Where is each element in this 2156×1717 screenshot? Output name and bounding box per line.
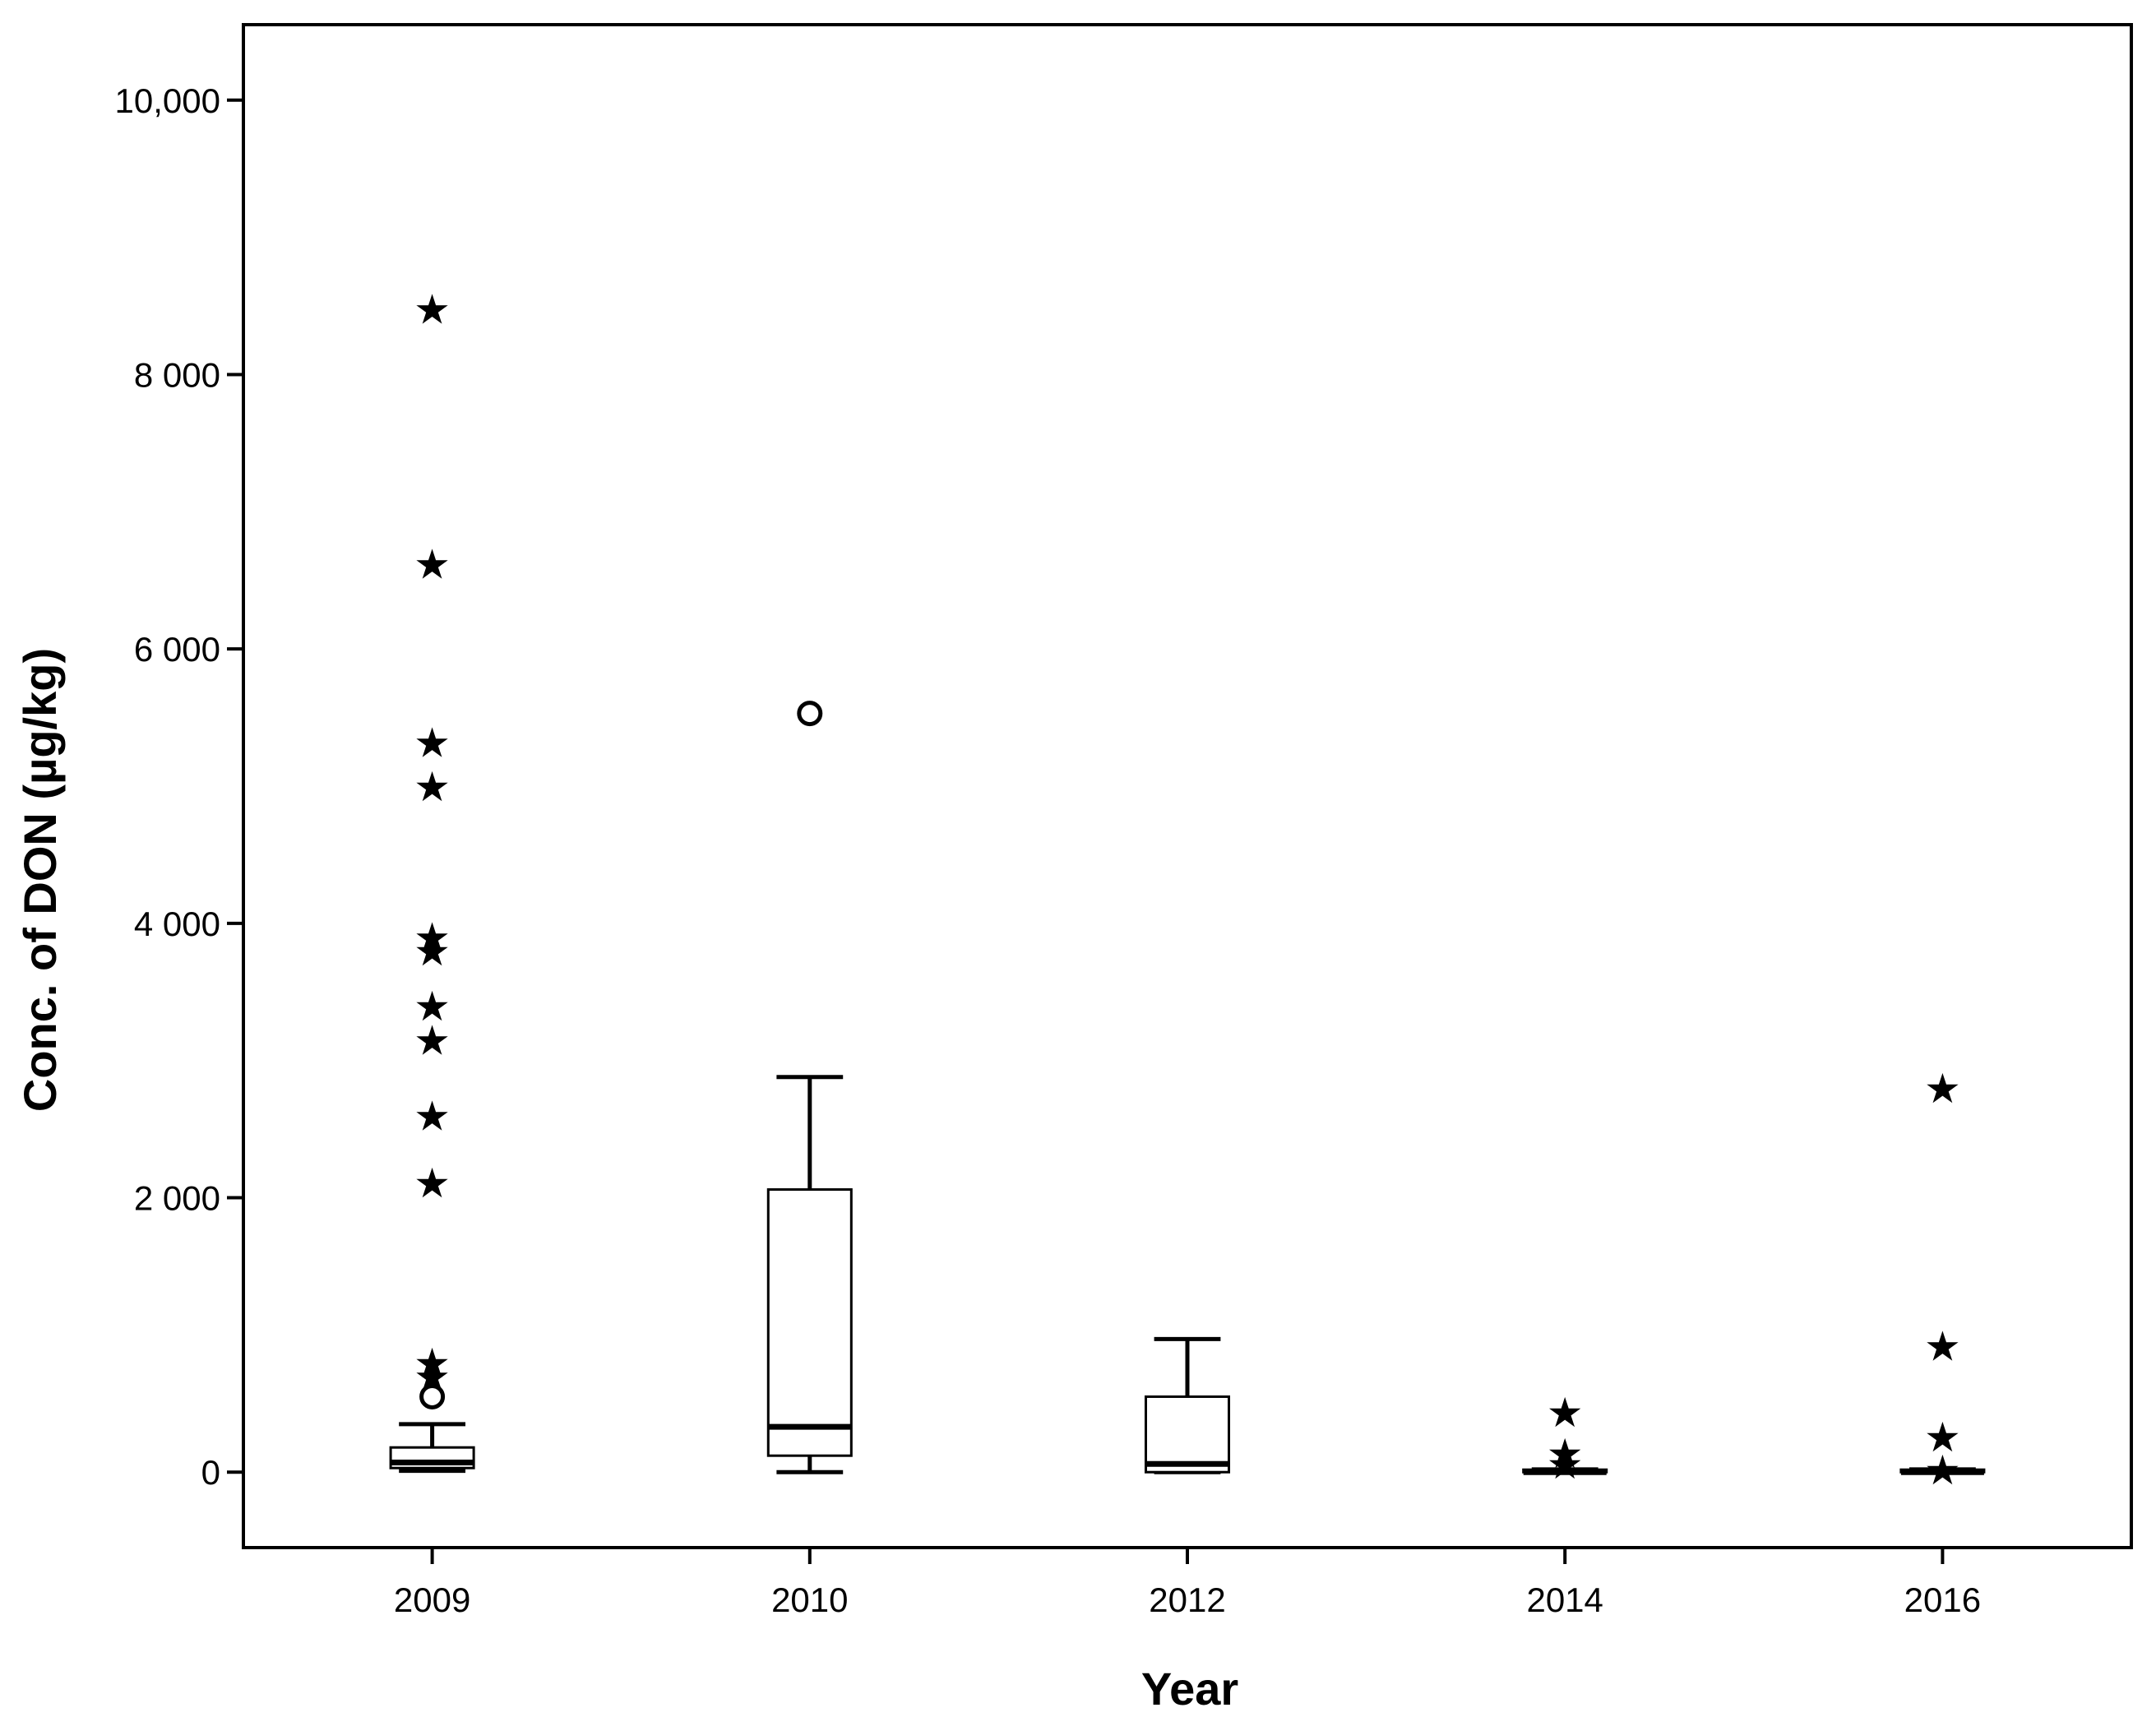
- extreme-point: ★: [1547, 1441, 1584, 1488]
- extreme-point: ★: [414, 914, 451, 962]
- x-tick-label: 2012: [1149, 1580, 1225, 1619]
- extreme-point: ★: [414, 541, 451, 589]
- box-group-2014: ★★★: [1522, 1389, 1608, 1488]
- extreme-point: ★: [1547, 1430, 1584, 1478]
- y-tick-label: 4 000: [134, 905, 220, 943]
- x-tick-label: 2014: [1526, 1580, 1603, 1619]
- x-axis-title: Year: [1141, 1663, 1238, 1715]
- extreme-point: ★: [1924, 1446, 1961, 1494]
- iqr-box: [766, 1188, 853, 1457]
- y-tick-label: 2 000: [134, 1179, 220, 1218]
- extreme-point: ★: [414, 928, 451, 975]
- extreme-point: ★: [414, 1092, 451, 1140]
- box-group-2010: [766, 701, 853, 1474]
- x-tick-label: 2009: [394, 1580, 470, 1619]
- box-group-2012: [1144, 1336, 1231, 1474]
- y-tick-label: 0: [201, 1453, 220, 1492]
- extreme-point: ★: [414, 285, 451, 333]
- y-tick-label: 10,000: [115, 81, 220, 120]
- extreme-point: ★: [414, 763, 451, 811]
- y-tick-label: 6 000: [134, 630, 220, 669]
- extreme-point: ★: [414, 1017, 451, 1065]
- extreme-point: ★: [414, 1353, 451, 1400]
- y-axis-title: Conc. of DON (µg/kg): [14, 648, 66, 1112]
- box-group-2009: ★★★★★★★★★★★★: [389, 285, 475, 1474]
- iqr-box: [1144, 1395, 1231, 1474]
- extreme-point: ★: [1924, 1323, 1961, 1371]
- x-tick-label: 2010: [771, 1580, 848, 1619]
- y-tick-label: 8 000: [134, 355, 220, 394]
- plot-frame: [242, 23, 2133, 1549]
- x-axis: 2009 2010 2012 2014 2016: [394, 1548, 1981, 1619]
- y-axis: 0 2 000 4 000 6 000 8 000 10,000: [115, 81, 243, 1492]
- extreme-point: ★: [414, 1340, 451, 1387]
- extreme-point: ★: [1547, 1389, 1584, 1437]
- extreme-point: ★: [414, 983, 451, 1030]
- outlier-point: [419, 1383, 446, 1409]
- extreme-point: ★: [1924, 1414, 1961, 1461]
- outlier-point: [797, 701, 823, 727]
- boxes-layer: ★★★★★★★★★★★★★★★★★★★: [389, 285, 1986, 1494]
- x-tick-label: 2016: [1904, 1580, 1981, 1619]
- box-group-2016: ★★★★: [1899, 1065, 1986, 1494]
- extreme-point: ★: [414, 720, 451, 767]
- extreme-point: ★: [1924, 1065, 1961, 1113]
- extreme-point: ★: [414, 1159, 451, 1207]
